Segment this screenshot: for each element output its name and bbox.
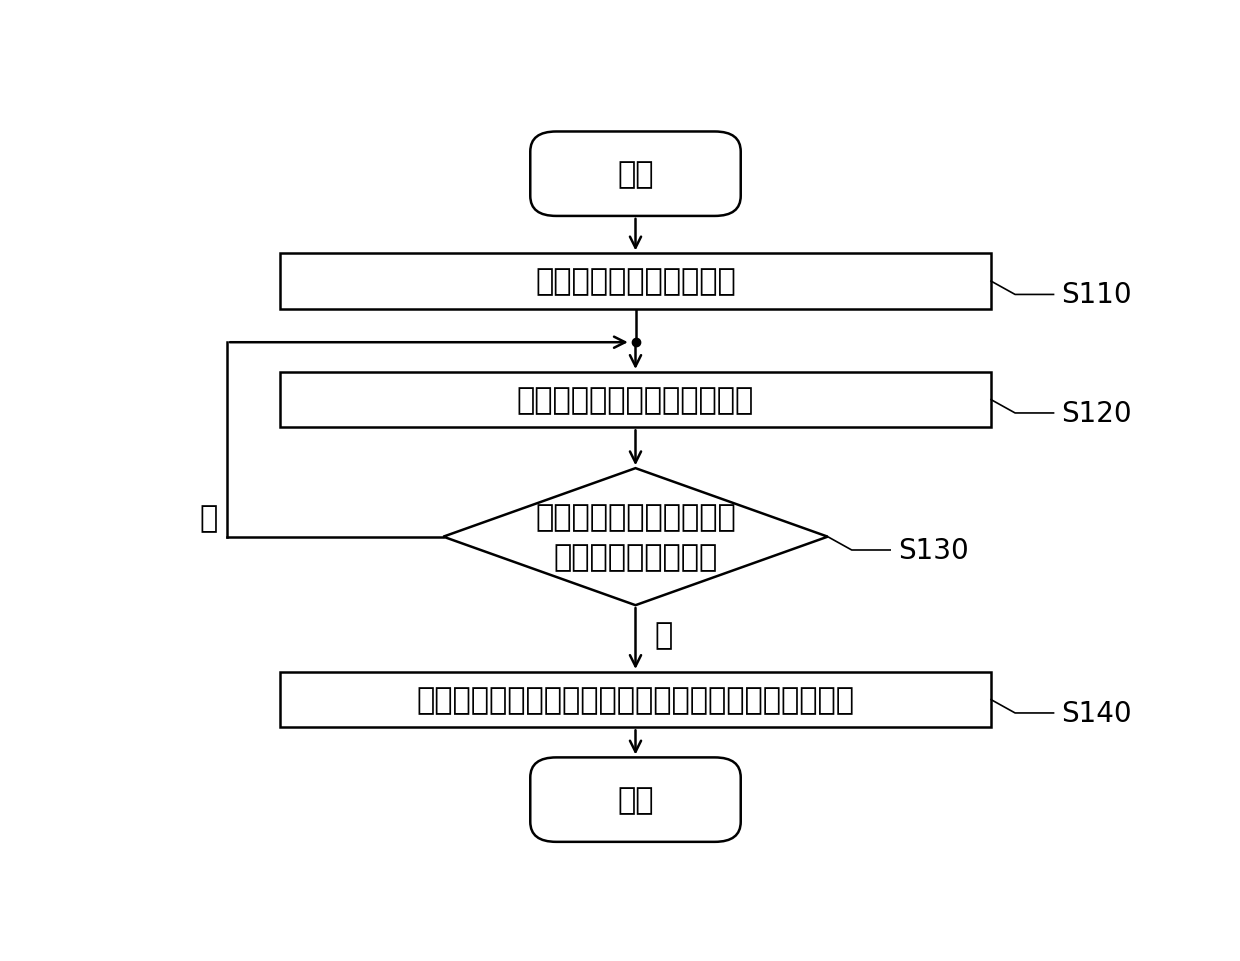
Text: 根据所述目标角度数据以及实际角度数据执行预设操作: 根据所述目标角度数据以及实际角度数据执行预设操作 [417, 685, 854, 714]
Bar [280, 672, 991, 727]
Text: S130: S130 [898, 536, 968, 564]
Bar [280, 254, 991, 309]
Text: 所述目标角度数据与实际
角度数据是否相等？: 所述目标角度数据与实际 角度数据是否相等？ [536, 503, 735, 572]
Text: S120: S120 [1061, 400, 1132, 428]
Text: 否: 否 [655, 621, 673, 650]
Bar [280, 373, 991, 428]
FancyBboxPatch shape [531, 757, 740, 842]
FancyBboxPatch shape [531, 133, 740, 216]
Text: S140: S140 [1061, 700, 1132, 727]
Text: 获取所述电机的实际角度数据: 获取所述电机的实际角度数据 [517, 385, 754, 415]
Text: 获取电机的目标角度数据: 获取电机的目标角度数据 [536, 267, 735, 296]
Text: 结束: 结束 [618, 785, 653, 814]
Text: S110: S110 [1061, 282, 1132, 309]
Polygon shape [444, 469, 828, 605]
Text: 开始: 开始 [618, 160, 653, 189]
Text: 是: 是 [200, 505, 217, 533]
